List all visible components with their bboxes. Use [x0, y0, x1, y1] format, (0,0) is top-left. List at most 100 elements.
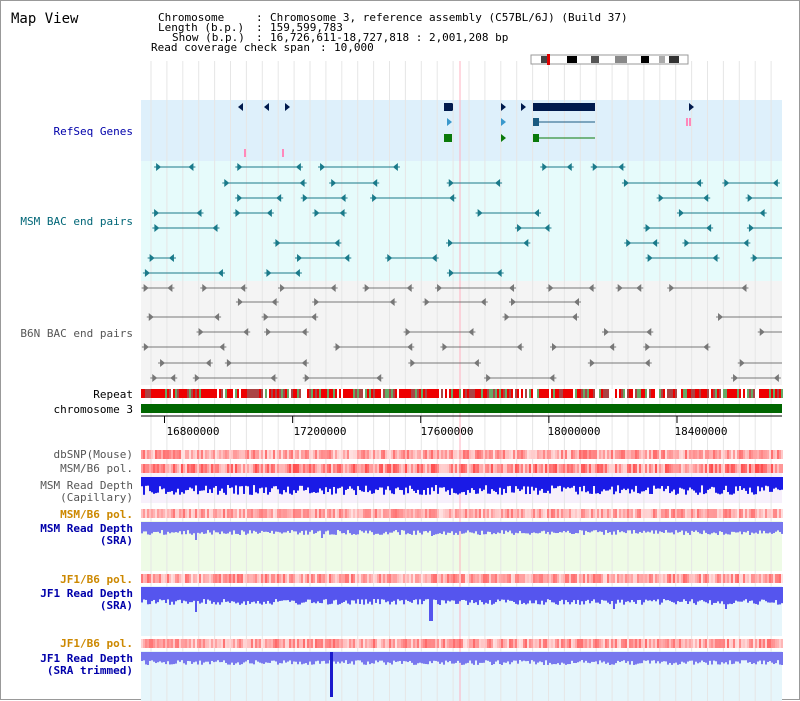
msm-capillary-depth-bar	[635, 477, 637, 486]
jf1-b6-pol-heat-cell	[363, 574, 365, 583]
jf1-trimmed-depth-bar	[141, 652, 143, 662]
msm-sra-depth-bar	[331, 522, 333, 535]
jf1-b6-pol-heat-cell	[595, 639, 597, 648]
jf1-sra-depth-bar	[453, 587, 455, 601]
track-label-repeat[interactable]: Repeat	[93, 388, 133, 401]
jf1-b6-pol-heat-cell	[435, 639, 437, 648]
msm-capillary-depth-bar	[705, 477, 707, 494]
msm-b6-pol-heat-cell	[335, 509, 337, 518]
msm-b6-pol-heat-cell	[249, 509, 251, 518]
dbsnp-heat-cell	[465, 450, 467, 459]
track-label-msm-b6-pol-1[interactable]: MSM/B6 pol.	[60, 462, 133, 475]
msm-sra-depth-bar	[775, 522, 777, 532]
track-label-jf1-b6-pol-1[interactable]: JF1/B6 pol.	[60, 573, 133, 586]
msm-b6-pol-heat-cell	[631, 464, 633, 473]
msm-bac-end-arrow	[759, 209, 765, 217]
jf1-trimmed-depth-bar	[461, 652, 463, 665]
jf1-b6-pol-heat-cell	[331, 639, 333, 648]
repeat-segment	[175, 389, 177, 398]
track-label-jf1-b6-pol-2[interactable]: JF1/B6 pol.	[60, 637, 133, 650]
jf1-b6-pol-heat-cell	[421, 639, 423, 648]
track-label-msm-depth-capillary[interactable]: MSM Read Depth	[40, 479, 133, 492]
jf1-b6-pol-heat-cell	[399, 639, 401, 648]
jf1-trimmed-depth-bar	[233, 652, 235, 665]
repeat-segment	[313, 389, 315, 398]
dbsnp-heat-cell	[381, 450, 383, 459]
repeat-segment	[363, 389, 365, 398]
jf1-b6-pol-heat-cell	[461, 639, 463, 648]
jf1-b6-pol-heat-cell	[307, 639, 309, 648]
jf1-b6-pol-heat-cell	[649, 639, 651, 648]
msm-sra-depth-bar	[579, 522, 581, 531]
dbsnp-heat-cell	[365, 450, 367, 459]
repeat-segment	[155, 389, 157, 398]
repeat-segment	[163, 389, 165, 398]
msm-capillary-depth-bar	[259, 477, 261, 489]
msm-b6-pol-heat-cell	[345, 509, 347, 518]
msm-sra-depth-bar	[739, 522, 741, 532]
jf1-sra-depth-bar	[417, 587, 419, 605]
jf1-b6-pol-heat-cell	[477, 639, 479, 648]
jf1-b6-pol-heat-cell	[779, 639, 781, 648]
msm-capillary-depth-bar	[445, 477, 447, 492]
msm-b6-pol-heat-cell	[297, 464, 299, 473]
jf1-sra-depth-bar	[567, 587, 569, 603]
msm-b6-pol-heat-cell	[605, 464, 607, 473]
track-label-dbsnp[interactable]: dbSNP(Mouse)	[53, 448, 133, 461]
repeat-segment	[247, 389, 249, 398]
jf1-b6-pol-heat-cell	[569, 639, 571, 648]
track-label-jf1-depth-sra[interactable]: JF1 Read Depth	[40, 587, 133, 600]
jf1-trimmed-depth-bar	[247, 652, 249, 661]
jf1-trimmed-depth-bar	[317, 652, 319, 661]
jf1-b6-pol-heat-cell	[681, 574, 683, 583]
jf1-b6-pol-heat-cell	[411, 574, 413, 583]
jf1-b6-pol-heat-cell	[649, 574, 651, 583]
msm-capillary-depth-bar	[231, 477, 233, 488]
jf1-b6-pol-heat-cell	[651, 574, 653, 583]
jf1-sra-depth-bar	[551, 587, 553, 603]
jf1-trimmed-depth-bar	[387, 652, 389, 663]
jf1-trimmed-depth-bar	[587, 652, 589, 663]
repeat-segment	[191, 389, 193, 398]
track-label-msm-b6-pol-2[interactable]: MSM/B6 pol.	[60, 508, 133, 521]
jf1-sra-depth-bar	[707, 587, 709, 604]
b6n-bac-end-arrow	[468, 328, 474, 336]
dbsnp-heat-cell	[659, 450, 661, 459]
msm-capillary-depth-bar	[447, 477, 449, 491]
msm-sra-depth-bar	[191, 522, 193, 535]
msm-sra-depth-bar	[395, 522, 397, 531]
jf1-sra-depth-bar	[403, 587, 405, 605]
msm-capillary-depth-bar	[333, 477, 335, 487]
track-label-msm-bac[interactable]: MSM BAC end pairs	[20, 215, 133, 228]
jf1-sra-depth-bar	[691, 587, 693, 600]
jf1-sra-depth-bar	[741, 587, 743, 602]
refseq-gene-mark	[686, 118, 688, 126]
repeat-segment	[561, 389, 563, 398]
track-label-b6n-bac[interactable]: B6N BAC end pairs	[20, 327, 133, 340]
track-label-jf1-depth-trimmed[interactable]: JF1 Read Depth	[40, 652, 133, 665]
dbsnp-heat-cell	[721, 450, 723, 459]
jf1-trimmed-depth-bar	[775, 652, 777, 664]
jf1-trimmed-depth-bar	[243, 652, 245, 663]
repeat-segment	[679, 389, 681, 398]
jf1-b6-pol-heat-cell	[231, 574, 233, 583]
jf1-sra-depth-bar	[723, 587, 725, 605]
jf1-sra-depth-bar	[479, 587, 481, 601]
dbsnp-heat-cell	[295, 450, 297, 459]
dbsnp-heat-cell	[603, 450, 605, 459]
track-label-refseq[interactable]: RefSeq Genes	[53, 125, 133, 138]
jf1-b6-pol-heat-cell	[555, 639, 557, 648]
msm-b6-pol-heat-cell	[543, 464, 545, 473]
msm-capillary-depth-bar	[357, 477, 359, 487]
jf1-b6-pol-heat-cell	[631, 574, 633, 583]
jf1-b6-pol-heat-cell	[533, 639, 535, 648]
msm-b6-pol-heat-cell	[155, 509, 157, 518]
msm-capillary-depth-bar	[421, 477, 423, 495]
dbsnp-heat-cell	[243, 450, 245, 459]
jf1-sra-depth-bar	[213, 587, 215, 603]
track-label-chromosome[interactable]: chromosome 3	[53, 403, 133, 416]
track-label-msm-depth-sra[interactable]: MSM Read Depth	[40, 522, 133, 535]
jf1-b6-pol-heat-cell	[521, 639, 523, 648]
msm-b6-pol-heat-cell	[545, 509, 547, 518]
